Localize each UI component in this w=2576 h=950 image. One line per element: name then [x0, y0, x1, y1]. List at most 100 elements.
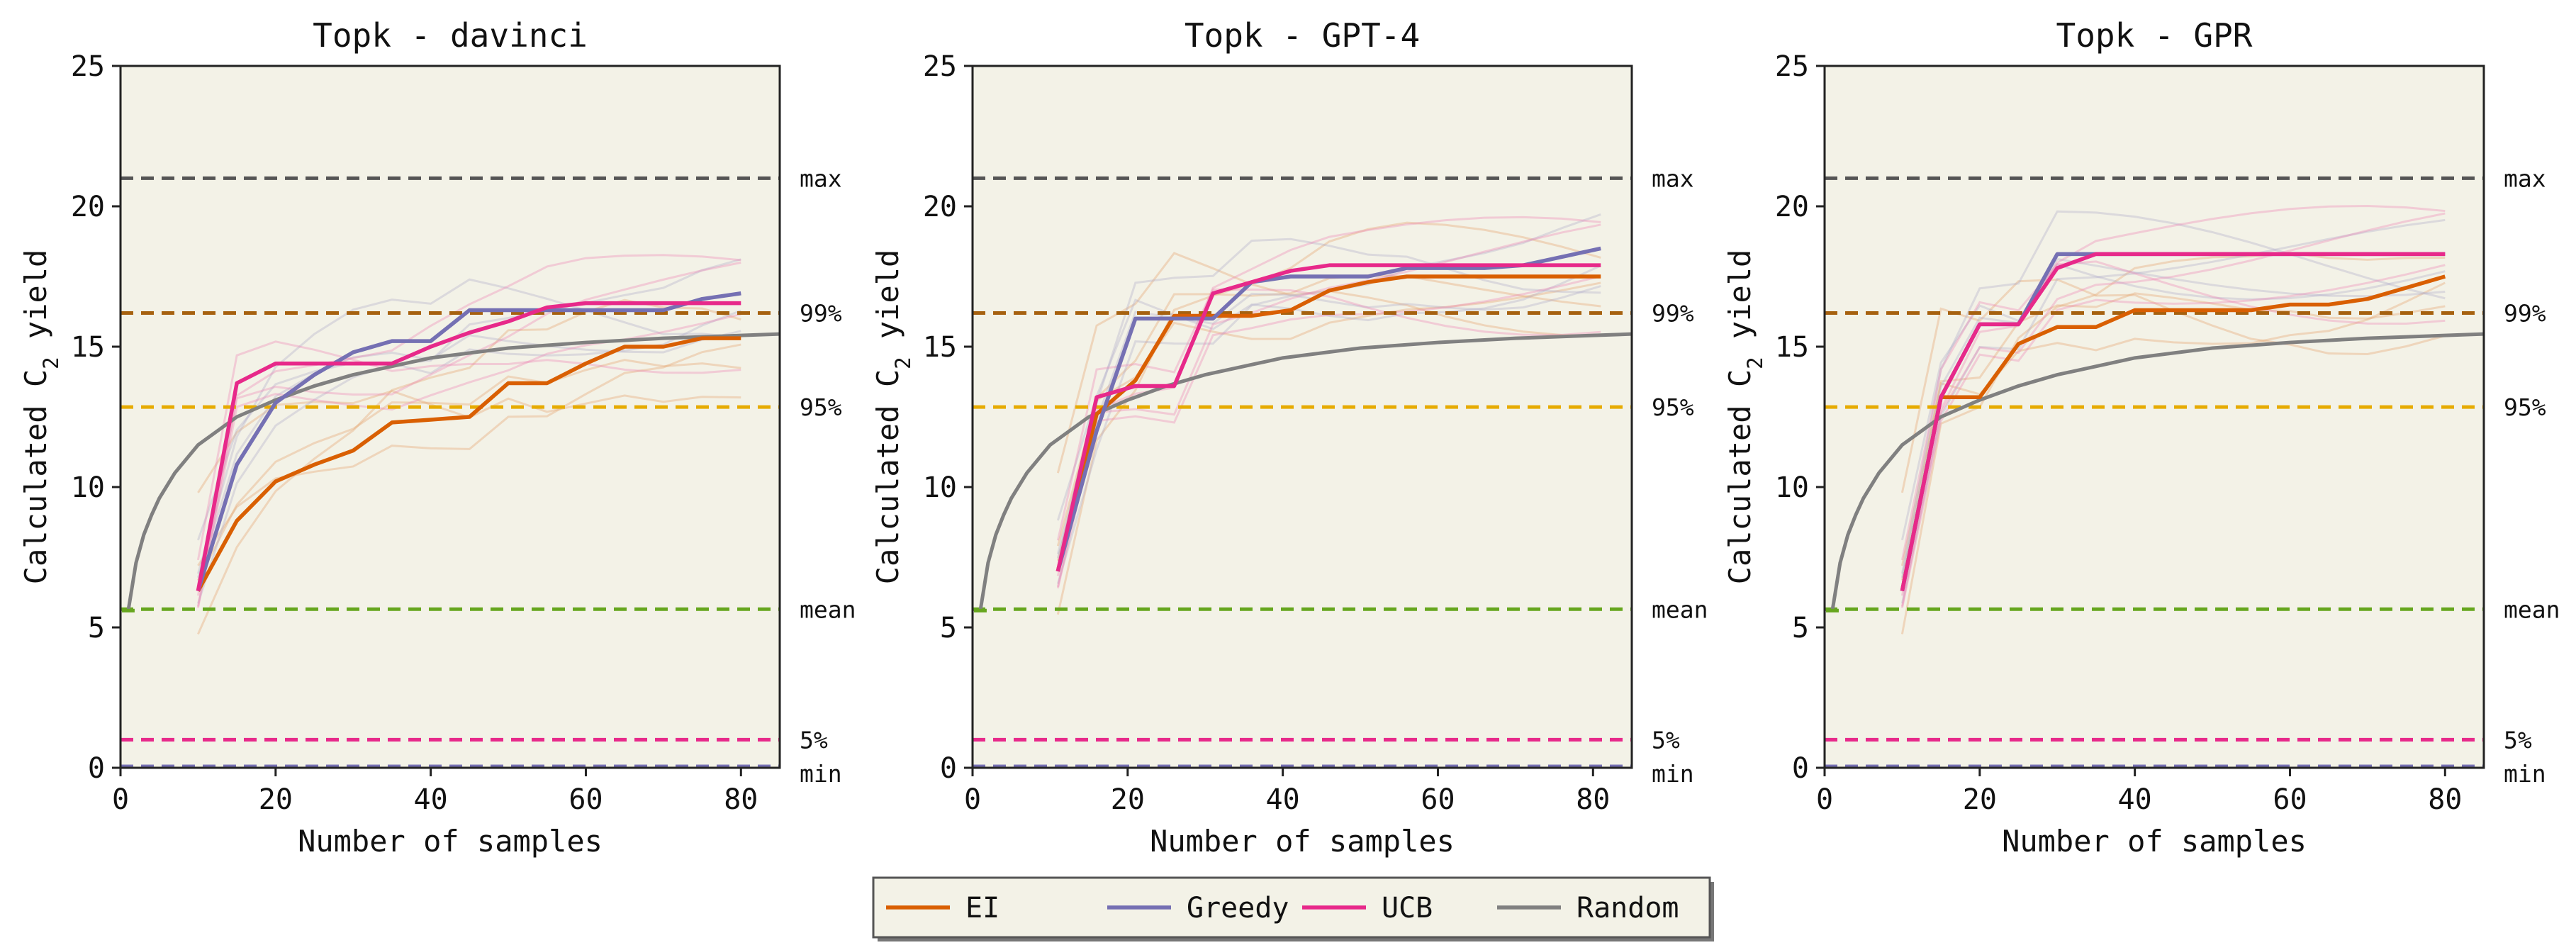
legend-label-ucb: UCB: [1382, 892, 1433, 924]
series-random: [1830, 332, 2485, 611]
faint-trace: [1056, 221, 1601, 615]
x-axis-label: Number of samples: [298, 824, 603, 859]
faint-trace: [1900, 212, 2446, 596]
ytick-label: 0: [940, 752, 957, 785]
series-random: [126, 332, 780, 611]
ref-label: min: [1652, 760, 1694, 788]
panel-title: Topk - GPT-4: [1185, 16, 1420, 55]
xtick-label: 40: [2118, 783, 2152, 816]
ytick-label: 25: [71, 50, 105, 83]
ytick-label: 20: [71, 191, 105, 223]
ytick-label: 5: [88, 612, 105, 644]
ref-label: min: [800, 760, 842, 788]
ytick-label: 0: [1792, 752, 1809, 785]
ytick-label: 25: [1775, 50, 1809, 83]
axes-frame: [971, 65, 1633, 769]
faint-trace: [1900, 260, 2446, 561]
faint-trace: [196, 254, 741, 607]
faint-trace: [1056, 238, 1601, 554]
ytick-label: 20: [1775, 191, 1809, 223]
faint-trace: [1056, 288, 1601, 541]
xtick-label: 0: [112, 783, 129, 816]
faint-trace: [1900, 252, 2446, 635]
ref-label: 99%: [2504, 299, 2546, 327]
xtick-label: 0: [1816, 783, 1833, 816]
xtick-label: 40: [414, 783, 448, 816]
legend-label-random: Random: [1577, 892, 1679, 924]
series-ucb: [196, 301, 741, 592]
ref-label: mean: [800, 596, 856, 623]
ref-label: 95%: [1652, 393, 1694, 421]
xtick-label: 60: [1421, 783, 1455, 816]
panel-2: max 99% 95% mean 5% min 0 5 10 15 20 25 0 20 40 60 80 Top…: [870, 16, 1708, 859]
faint-trace: [1056, 223, 1601, 576]
ref-label: 95%: [800, 393, 842, 421]
panel-3: max 99% 95% mean 5% min 0 5 10 15 20 25 0 20 40 60 80 Top…: [1723, 16, 2560, 859]
ref-label: max: [1652, 164, 1694, 192]
xtick-label: 20: [259, 783, 293, 816]
series-ucb: [1900, 252, 2446, 592]
ref-label: 5%: [1652, 726, 1680, 754]
faint-trace: [1900, 263, 2446, 541]
ytick-label: 5: [940, 612, 957, 644]
ytick-label: 20: [923, 191, 957, 223]
faint-trace: [1056, 264, 1601, 521]
x-axis-label: Number of samples: [1150, 824, 1455, 859]
y-axis-label: Calculated C2 yield: [870, 250, 915, 585]
ref-label: 5%: [2504, 726, 2532, 754]
faint-trace: [196, 330, 741, 579]
legend: EI Greedy UCB Random: [872, 876, 1714, 941]
xtick-label: 40: [1266, 783, 1300, 816]
x-axis-label: Number of samples: [2002, 824, 2307, 859]
ref-label: 99%: [1652, 299, 1694, 327]
xtick-label: 60: [2273, 783, 2307, 816]
faint-trace: [1900, 204, 2446, 607]
faint-trace: [1900, 218, 2446, 604]
ytick-label: 15: [71, 331, 105, 364]
axes-frame: [119, 65, 781, 769]
faint-trace: [1056, 275, 1601, 588]
xtick-label: 80: [724, 783, 758, 816]
faint-trace: [196, 340, 741, 561]
y-axis-label: Calculated C2 yield: [18, 250, 63, 585]
ytick-label: 15: [923, 331, 957, 364]
ref-label: 95%: [2504, 393, 2546, 421]
series-ei: [1900, 274, 2446, 592]
series-ei: [196, 336, 741, 592]
xtick-label: 80: [2428, 783, 2462, 816]
legend-label-ei: EI: [965, 892, 999, 924]
series-ei: [1055, 274, 1601, 572]
ref-label: mean: [1652, 596, 1708, 623]
ref-label: mean: [2504, 596, 2560, 623]
ytick-label: 5: [1792, 612, 1809, 644]
ytick-label: 0: [88, 752, 105, 785]
faint-trace: [1900, 292, 2446, 581]
xtick-label: 80: [1576, 783, 1610, 816]
ref-label: min: [2504, 760, 2546, 788]
axes-frame: [1823, 65, 2485, 769]
ref-label: 5%: [800, 726, 828, 754]
panel-1: max 99% 95% mean 5% min 0 5 10 15 20 25 0 20 40 60 80 Top…: [18, 16, 856, 859]
ref-label: max: [2504, 164, 2546, 192]
xtick-label: 20: [1963, 783, 1997, 816]
faint-trace: [196, 258, 741, 604]
ref-label: 99%: [800, 299, 842, 327]
ytick-label: 10: [71, 471, 105, 504]
faint-trace: [196, 278, 741, 574]
xtick-label: 20: [1111, 783, 1145, 816]
plot-area: [1825, 66, 2484, 768]
faint-trace: [1900, 257, 2446, 579]
ytick-label: 25: [923, 50, 957, 83]
faint-trace: [1900, 210, 2446, 574]
y-axis-label: Calculated C2 yield: [1723, 250, 1767, 585]
plot-area: [973, 66, 1632, 768]
faint-trace: [197, 359, 741, 581]
series-ucb: [1055, 263, 1601, 572]
ytick-label: 10: [923, 471, 957, 504]
panel-title: Topk - davinci: [313, 16, 588, 55]
ytick-label: 10: [1775, 471, 1809, 504]
ref-label: max: [800, 164, 842, 192]
legend-box: [872, 876, 1711, 939]
faint-trace: [1900, 264, 2446, 608]
